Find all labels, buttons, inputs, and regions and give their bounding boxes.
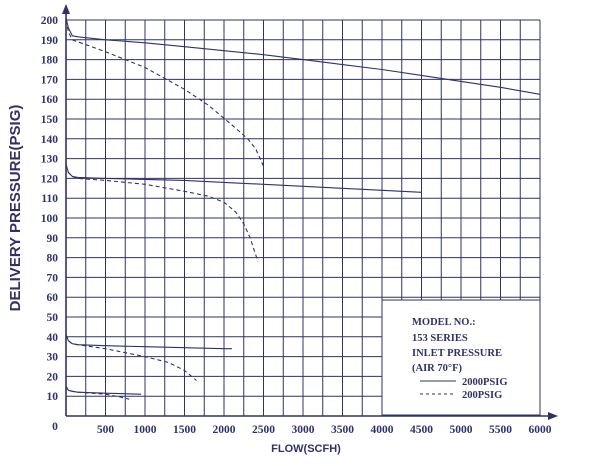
legend-line-1: MODEL NO.: bbox=[412, 317, 476, 328]
y-tick-label: 190 bbox=[41, 35, 59, 47]
curve-200psig bbox=[65, 164, 259, 262]
y-tick-label: 70 bbox=[47, 272, 59, 284]
y-tick-label: 160 bbox=[41, 94, 59, 106]
x-tick-label: 2000 bbox=[213, 424, 236, 436]
legend-entry-2000psig: 2000PSIG bbox=[462, 377, 508, 388]
legend-line-4: (AIR 70°F) bbox=[412, 363, 462, 374]
x-tick-label: 2500 bbox=[252, 424, 275, 436]
y-axis-title: DELIVERY PRESSURE(PSIG) bbox=[7, 105, 24, 312]
y-tick-label: 50 bbox=[47, 312, 59, 324]
x-tick-label: 6000 bbox=[529, 424, 552, 436]
tick-labels: 10 20 30 40 50 60 70 80 90 100 110 120 130 140 150 160 1… bbox=[41, 15, 552, 436]
legend-box bbox=[381, 299, 541, 416]
legend-entry-200psig: 200PSIG bbox=[462, 390, 502, 401]
y-tick-label: 120 bbox=[41, 173, 59, 185]
y-tick-label: 150 bbox=[41, 114, 59, 126]
y-tick-label: 140 bbox=[41, 134, 59, 146]
x-tick-label: 5000 bbox=[450, 424, 473, 436]
origin-label: 0 bbox=[52, 421, 58, 433]
legend-line-3: INLET PRESSURE bbox=[412, 348, 502, 359]
legend-line-2: 153 SERIES bbox=[412, 333, 468, 344]
curve-200psig bbox=[65, 19, 265, 167]
x-tick-label: 500 bbox=[97, 424, 115, 436]
curves bbox=[65, 17, 541, 400]
x-tick-label: 4500 bbox=[410, 424, 433, 436]
x-tick-label: 1000 bbox=[134, 424, 157, 436]
x-axis-arrow bbox=[548, 412, 558, 420]
y-tick-label: 20 bbox=[47, 371, 59, 383]
y-tick-label: 110 bbox=[41, 193, 58, 205]
curve-2000psig bbox=[65, 386, 142, 395]
curve-200psig bbox=[65, 386, 130, 400]
x-tick-label: 5500 bbox=[489, 424, 512, 436]
y-tick-label: 10 bbox=[47, 391, 59, 403]
y-tick-label: 30 bbox=[47, 352, 59, 364]
y-tick-label: 200 bbox=[41, 15, 59, 27]
y-tick-label: 100 bbox=[41, 213, 59, 225]
curve-2000psig bbox=[65, 164, 422, 193]
y-tick-label: 130 bbox=[41, 154, 59, 166]
x-axis-title: FLOW(SCFH) bbox=[271, 443, 341, 455]
y-axis-arrow bbox=[62, 4, 70, 14]
curve-2000psig bbox=[65, 17, 541, 95]
y-tick-label: 80 bbox=[47, 253, 59, 265]
y-tick-label: 180 bbox=[41, 55, 59, 67]
legend: MODEL NO.: 153 SERIES INLET PRESSURE (AI… bbox=[381, 299, 541, 416]
x-tick-label: 3000 bbox=[292, 424, 315, 436]
curve-200psig bbox=[65, 334, 197, 381]
y-tick-label: 60 bbox=[47, 292, 59, 304]
y-tick-label: 170 bbox=[41, 74, 59, 86]
axes bbox=[62, 4, 558, 420]
x-tick-label: 3500 bbox=[331, 424, 354, 436]
y-tick-label: 90 bbox=[47, 233, 59, 245]
y-tick-label: 40 bbox=[47, 332, 59, 344]
x-tick-label: 1500 bbox=[173, 424, 196, 436]
x-tick-label: 4000 bbox=[371, 424, 394, 436]
